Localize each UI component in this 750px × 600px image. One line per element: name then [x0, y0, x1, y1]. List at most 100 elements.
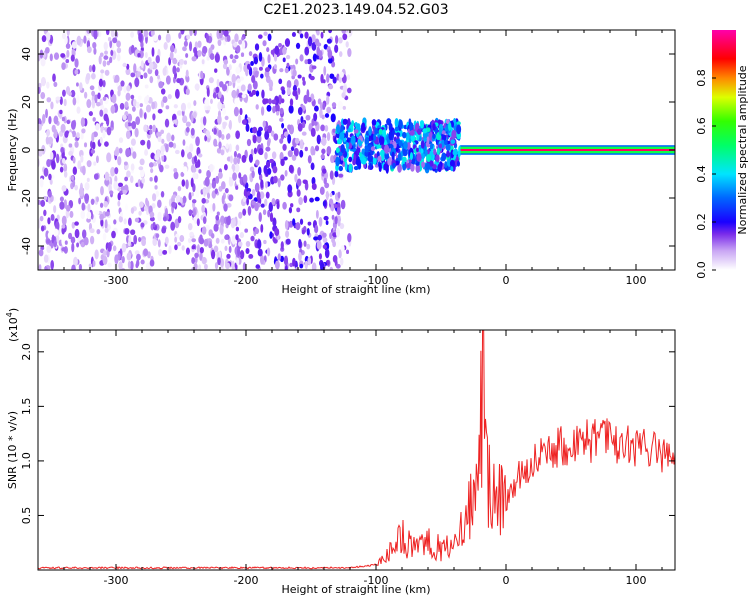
- heatmap-cell: [71, 264, 76, 270]
- heatmap-cell: [206, 56, 210, 61]
- heatmap-ylabel: Frequency (Hz): [6, 109, 19, 192]
- heatmap-cell: [185, 126, 190, 133]
- heatmap-cell: [280, 98, 285, 104]
- heatmap-cell: [302, 179, 308, 185]
- heatmap-cell: [323, 177, 327, 185]
- heatmap-cell: [255, 159, 260, 166]
- heatmap-cell: [234, 33, 239, 43]
- heatmap-cell: [336, 124, 340, 134]
- heatmap-cell: [125, 147, 131, 158]
- heatmap-cell: [218, 30, 223, 39]
- heatmap-cell: [193, 262, 198, 270]
- heatmap-cell: [162, 216, 167, 222]
- heatmap-cell: [262, 209, 267, 216]
- heatmap-cell: [222, 108, 227, 115]
- heatmap-cell: [149, 176, 153, 182]
- heatmap-cell: [198, 169, 202, 174]
- heatmap-cell: [84, 193, 90, 202]
- heatmap-cell: [297, 122, 303, 132]
- heatmap-cell: [217, 171, 223, 179]
- heatmap-cell: [330, 203, 335, 212]
- heatmap-cell: [337, 138, 342, 145]
- heatmap-cell: [219, 225, 224, 235]
- heatmap-cell: [141, 238, 146, 247]
- heatmap-cell: [409, 130, 415, 136]
- heatmap-cell: [165, 75, 171, 85]
- heatmap-cell: [239, 249, 245, 260]
- heatmap-cell: [95, 123, 100, 131]
- heatmap-cell: [89, 85, 95, 91]
- heatmap-cell: [138, 237, 142, 243]
- heatmap-cell: [125, 130, 131, 140]
- heatmap-cell: [113, 219, 117, 225]
- heatmap-cell: [328, 30, 332, 34]
- heatmap-cell: [326, 38, 332, 44]
- heatmap-cell: [313, 121, 318, 126]
- heatmap-cell: [125, 92, 131, 101]
- heatmap-cell: [278, 78, 283, 85]
- heatmap-cell: [341, 92, 346, 98]
- heatmap-cell: [42, 113, 46, 124]
- heatmap-cell: [347, 232, 352, 243]
- heatmap-cell: [45, 108, 48, 119]
- heatmap-cell: [53, 240, 58, 248]
- heatmap-cell: [74, 69, 79, 75]
- heatmap-cell: [91, 72, 96, 80]
- heatmap-cell: [247, 205, 252, 216]
- heatmap-cell: [287, 150, 293, 158]
- heatmap-cell: [406, 141, 411, 150]
- heatmap-cell: [432, 164, 437, 170]
- heatmap-cell: [170, 165, 175, 173]
- heatmap-cell: [211, 180, 217, 189]
- heatmap-cell: [110, 49, 114, 56]
- heatmap-cell: [202, 216, 207, 225]
- heatmap-cell: [232, 217, 236, 227]
- heatmap-cell: [68, 132, 73, 141]
- heatmap-cell: [43, 209, 47, 217]
- snr-ytick-label: 2.0: [20, 343, 33, 361]
- heatmap-cell: [65, 130, 70, 135]
- heatmap-cell: [217, 114, 222, 125]
- heatmap-cell: [382, 129, 387, 137]
- heatmap-cell: [292, 69, 297, 77]
- heatmap-cell: [172, 65, 177, 75]
- heatmap-cell: [166, 132, 172, 142]
- heatmap-cell: [55, 96, 61, 101]
- heatmap-cell: [125, 68, 131, 76]
- heatmap-cell: [329, 73, 335, 79]
- heatmap-cell: [402, 147, 408, 157]
- heatmap-cell: [312, 53, 317, 62]
- heatmap-cell: [104, 50, 108, 55]
- heatmap-cell: [206, 169, 211, 179]
- heatmap-cell: [350, 135, 356, 145]
- heatmap-cell: [346, 87, 352, 94]
- heatmap-cell: [267, 209, 271, 218]
- heatmap-cell: [253, 56, 259, 65]
- heatmap-cell: [201, 226, 207, 235]
- heatmap-cell: [216, 78, 220, 87]
- heatmap-cell: [248, 153, 254, 163]
- heatmap-cell: [202, 187, 207, 197]
- heatmap-cell: [194, 252, 199, 258]
- heatmap-cell: [398, 140, 403, 147]
- heatmap-cell: [119, 102, 125, 110]
- heatmap-cell: [319, 186, 325, 195]
- heatmap-cell: [304, 46, 310, 56]
- heatmap-cell: [251, 75, 256, 84]
- heatmap-cell: [229, 168, 234, 179]
- heatmap-cell: [118, 137, 124, 144]
- heatmap-cell: [143, 30, 149, 38]
- heatmap-cell: [311, 262, 317, 270]
- heatmap-cell: [145, 104, 152, 113]
- heatmap-cell: [296, 207, 301, 213]
- heatmap-cell: [210, 232, 215, 239]
- heatmap-cell: [100, 218, 104, 227]
- heatmap-cell: [416, 128, 422, 135]
- heatmap-cell: [130, 31, 135, 38]
- heatmap-cell: [157, 34, 162, 41]
- heatmap-cell: [317, 98, 322, 105]
- heatmap-cell: [217, 101, 223, 111]
- heatmap-cell: [80, 241, 85, 247]
- heatmap-cell: [140, 139, 146, 146]
- heatmap-cell: [118, 147, 123, 154]
